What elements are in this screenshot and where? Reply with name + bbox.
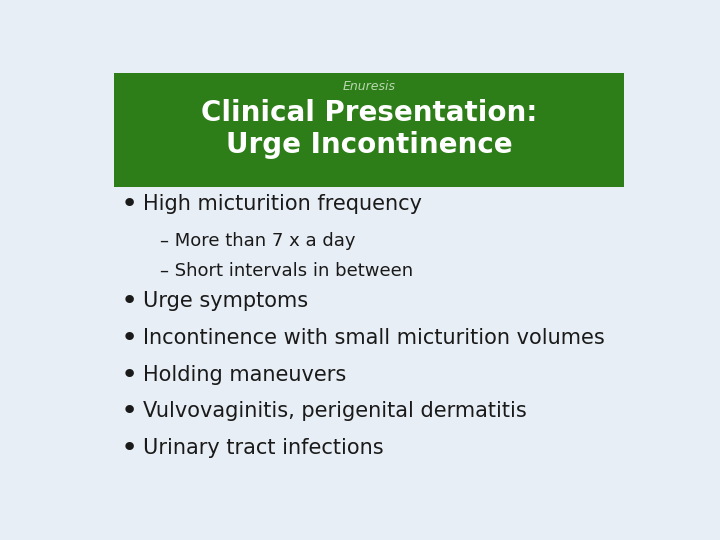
Text: Urinary tract infections: Urinary tract infections [143,438,384,458]
Text: •: • [121,324,138,352]
Text: Incontinence with small micturition volumes: Incontinence with small micturition volu… [143,328,605,348]
Text: •: • [121,190,138,218]
Text: – Short intervals in between: – Short intervals in between [160,262,413,280]
Text: •: • [121,434,138,462]
Text: – More than 7 x a day: – More than 7 x a day [160,232,355,249]
Text: Urge Incontinence: Urge Incontinence [225,131,513,159]
Text: High micturition frequency: High micturition frequency [143,194,422,214]
Text: •: • [121,361,138,389]
Text: •: • [121,397,138,425]
Text: Clinical Presentation:: Clinical Presentation: [201,99,537,127]
Text: Urge symptoms: Urge symptoms [143,292,308,312]
Text: Vulvovaginitis, perigenital dermatitis: Vulvovaginitis, perigenital dermatitis [143,401,527,421]
Text: Enuresis: Enuresis [343,80,395,93]
Text: Holding maneuvers: Holding maneuvers [143,364,346,384]
FancyBboxPatch shape [114,73,624,187]
Text: •: • [121,287,138,315]
